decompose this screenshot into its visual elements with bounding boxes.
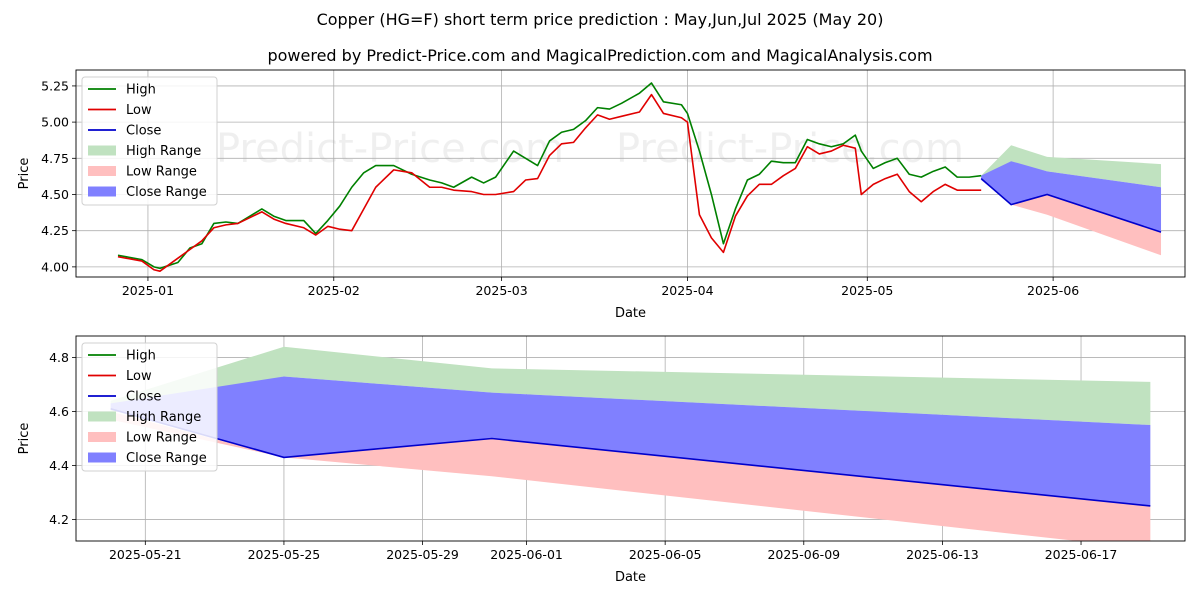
legend-label: High Range (126, 410, 201, 425)
x-tick-label: 2025-06-05 (629, 547, 702, 562)
y-tick-label: 4.4 (49, 458, 69, 473)
low-range-band (981, 177, 1162, 256)
x-tick-label: 2025-05 (841, 283, 893, 298)
x-tick-label: 2025-02 (308, 283, 360, 298)
y-tick-label: 4.25 (41, 223, 69, 238)
y-tick-label: 4.6 (49, 404, 69, 419)
watermark: Predict-Price.com (216, 126, 564, 172)
plot-bottom: Predict-Price.comPredict-Price.com2025-0… (17, 335, 1186, 585)
legend-label: Close Range (126, 451, 207, 466)
low-range-band (110, 411, 1151, 541)
legend-label: High (126, 349, 156, 364)
plot-top: Predict-Price.com Predict-Price.com 2025-0… (17, 69, 1186, 321)
chart-title: Copper (HG=F) short term price predictio… (316, 10, 884, 29)
y-tick-label: 5.00 (41, 115, 69, 130)
x-tick-label: 2025-04 (661, 283, 713, 298)
x-tick-label: 2025-06-13 (906, 547, 979, 562)
legend-swatch (88, 166, 116, 176)
legend-label: Low Range (126, 165, 197, 180)
x-tick-label: 2025-05-25 (248, 547, 321, 562)
y-axis-label: Price (17, 158, 32, 190)
close-range-band (110, 376, 1151, 506)
legend-label: Close (126, 124, 161, 139)
legend-swatch (88, 432, 116, 442)
x-tick-label: 2025-05-29 (386, 547, 459, 562)
chart-subtitle: powered by Predict-Price.com and Magical… (267, 46, 933, 65)
plot-area (110, 346, 1151, 541)
y-tick-label: 4.75 (41, 151, 69, 166)
x-axis-label: Date (615, 570, 646, 585)
x-tick-label: 2025-01 (122, 283, 174, 298)
high-range-band (981, 145, 1162, 188)
y-tick-label: 4.8 (49, 350, 69, 365)
legend-swatch (88, 145, 116, 156)
y-tick-label: 5.25 (41, 78, 69, 93)
y-tick-label: 4.2 (49, 512, 69, 527)
watermark: Predict-Price.com (616, 126, 964, 172)
legend-label: Low (126, 369, 152, 384)
legend-swatch (88, 452, 116, 463)
legend-swatch (88, 186, 116, 197)
y-tick-label: 4.00 (41, 259, 69, 274)
x-tick-label: 2025-05-21 (109, 547, 182, 562)
series-close-line (980, 177, 1162, 233)
close-range-band (981, 161, 1162, 233)
x-tick-label: 2025-06-17 (1045, 547, 1118, 562)
y-tick-label: 4.50 (41, 187, 69, 202)
legend-label: Close (126, 390, 161, 405)
x-tick-label: 2025-06-01 (490, 547, 563, 562)
axes-frame (75, 69, 1186, 278)
y-axis-label: Price (17, 423, 32, 455)
plot-area (117, 82, 1162, 273)
legend-swatch (88, 411, 116, 422)
legend-label: Close Range (126, 185, 207, 200)
legend-label: High Range (126, 144, 201, 159)
legend: High Low Close High Range Low Range Close Ran… (81, 76, 218, 206)
series-high-line (117, 82, 982, 270)
axes-frame (75, 335, 1186, 542)
legend: High Low Close High Range Low Range Close Ran… (81, 342, 218, 472)
legend-label: Low (126, 103, 152, 118)
series-low-line (117, 93, 982, 273)
x-tick-label: 2025-03 (475, 283, 527, 298)
x-axis-label: Date (615, 306, 646, 321)
legend-label: High (126, 83, 156, 98)
legend-label: Low Range (126, 431, 197, 446)
x-tick-label: 2025-06-09 (767, 547, 840, 562)
x-tick-label: 2025-06 (1027, 283, 1079, 298)
high-range-band (110, 346, 1151, 426)
